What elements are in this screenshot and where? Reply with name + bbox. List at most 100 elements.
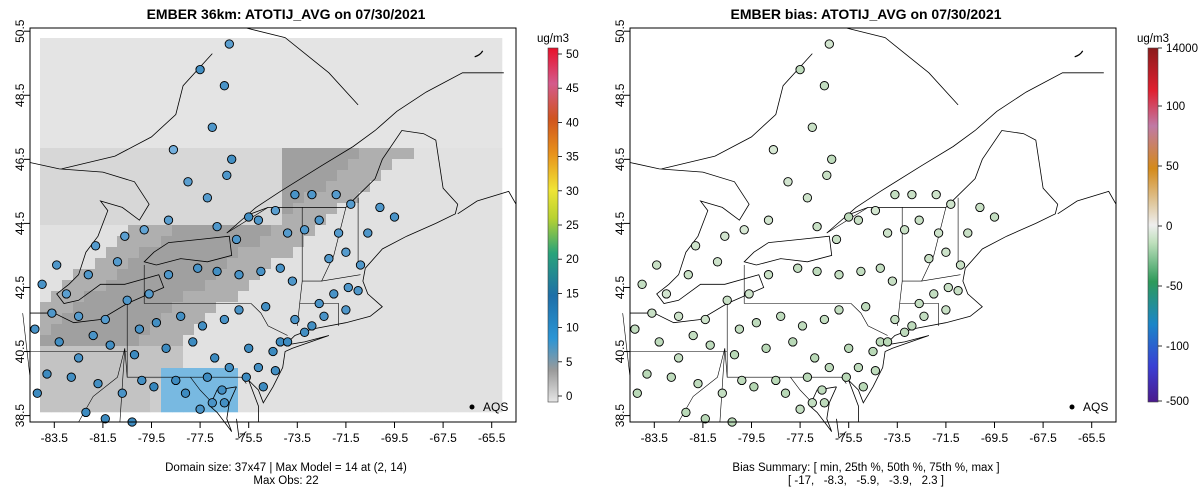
model-grid-cell — [458, 357, 470, 369]
model-grid-cell — [392, 335, 404, 347]
island-outline — [474, 50, 484, 58]
station-marker — [720, 231, 730, 241]
legend-aqs-label: AQS — [483, 400, 508, 414]
colorbar-tick-label: 15 — [566, 288, 579, 300]
model-grid-cell — [458, 137, 470, 149]
model-grid-cell — [392, 159, 404, 171]
model-grid-cell — [469, 71, 481, 83]
model-grid-cell — [370, 159, 382, 171]
station-marker — [100, 414, 110, 424]
model-grid-cell — [469, 203, 481, 215]
model-grid-cell — [51, 390, 63, 402]
model-grid-cell — [84, 324, 96, 336]
model-grid-cell — [326, 302, 338, 314]
model-grid-cell — [348, 181, 360, 193]
model-grid-cell — [95, 49, 107, 61]
model-grid-cell — [337, 357, 349, 369]
model-grid-cell — [271, 313, 283, 325]
model-grid-cell — [161, 247, 173, 259]
model-grid-cell — [249, 60, 261, 72]
model-grid-cell — [315, 71, 327, 83]
model-grid-cell — [205, 159, 217, 171]
model-grid-cell — [249, 93, 261, 105]
model-grid-cell — [304, 181, 316, 193]
model-grid-cell — [249, 170, 261, 182]
model-grid-cell — [348, 115, 360, 127]
model-grid-cell — [447, 291, 459, 303]
station-marker — [739, 225, 749, 235]
station-marker — [275, 263, 285, 273]
model-grid-cell — [480, 269, 492, 281]
model-grid-cell — [172, 49, 184, 61]
model-grid-cell — [227, 313, 239, 325]
model-grid-cell — [491, 335, 503, 347]
coastline-layer — [629, 27, 1117, 439]
model-grid-cell — [62, 401, 74, 413]
model-grid-cell — [469, 214, 481, 226]
model-grid-cell — [381, 137, 393, 149]
model-grid-cell — [491, 346, 503, 358]
model-grid-cell — [106, 148, 118, 160]
model-grid-cell — [403, 346, 415, 358]
model-grid-cell — [161, 38, 173, 50]
model-grid-cell — [183, 170, 195, 182]
model-grid-cell — [249, 82, 261, 94]
model-grid-cell — [436, 203, 448, 215]
model-grid-cell — [84, 82, 96, 94]
model-grid-cell — [348, 379, 360, 391]
coastline — [226, 72, 504, 234]
model-grid-cell — [337, 137, 349, 149]
model-grid-cell — [403, 148, 415, 160]
model-grid — [40, 38, 503, 413]
model-grid-cell — [40, 313, 52, 325]
x-tick-label: -79.5 — [738, 431, 766, 445]
model-grid-cell — [106, 104, 118, 116]
model-grid-cell — [106, 137, 118, 149]
model-grid-cell — [469, 225, 481, 237]
model-grid-cell — [425, 192, 437, 204]
state-border — [297, 207, 303, 326]
model-grid-cell — [216, 203, 228, 215]
station-marker — [907, 189, 917, 200]
station-marker — [222, 170, 232, 180]
model-grid-cell — [491, 82, 503, 94]
model-grid-cell — [51, 214, 63, 226]
model-grid-cell — [348, 49, 360, 61]
model-grid-cell — [249, 269, 261, 281]
model-grid-cell — [392, 49, 404, 61]
station-marker — [824, 39, 834, 49]
model-grid-cell — [359, 335, 371, 347]
model-grid-cell — [205, 390, 217, 402]
model-grid-cell — [117, 148, 129, 160]
model-grid-cell — [73, 401, 85, 413]
model-grid-cell — [337, 181, 349, 193]
station-marker — [807, 122, 817, 132]
model-grid-cell — [260, 225, 272, 237]
model-grid-cell — [260, 313, 272, 325]
model-grid-cell — [150, 82, 162, 94]
model-grid-cell — [194, 104, 206, 116]
model-grid-cell — [117, 82, 129, 94]
model-grid-cell — [403, 390, 415, 402]
model-grid-cell — [293, 236, 305, 248]
model-grid-cell — [227, 82, 239, 94]
model-grid-cell — [205, 280, 217, 292]
model-grid-cell — [51, 357, 63, 369]
model-grid-cell — [271, 401, 283, 413]
model-grid-cell — [216, 258, 228, 270]
state-border — [899, 303, 939, 326]
model-grid-cell — [326, 82, 338, 94]
coastline — [826, 72, 1104, 234]
model-grid-cell — [326, 258, 338, 270]
model-grid-cell — [491, 115, 503, 127]
model-grid-cell — [359, 368, 371, 380]
model-grid-cell — [205, 346, 217, 358]
model-grid-cell — [326, 379, 338, 391]
station-marker — [875, 263, 885, 273]
model-grid-cell — [458, 159, 470, 171]
model-grid-cell — [304, 225, 316, 237]
model-grid-cell — [469, 93, 481, 105]
model-grid-cell — [348, 291, 360, 303]
model-grid-cell — [161, 181, 173, 193]
model-grid-cell — [84, 258, 96, 270]
